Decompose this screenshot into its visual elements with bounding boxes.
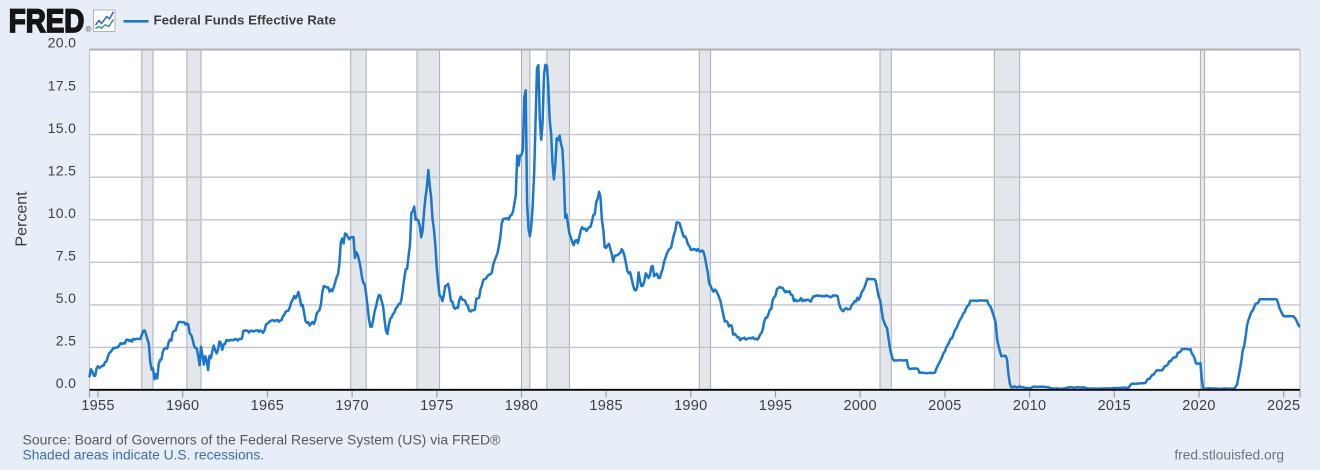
svg-text:7.5: 7.5 <box>56 248 77 264</box>
svg-text:10.0: 10.0 <box>48 205 77 221</box>
svg-text:20.0: 20.0 <box>48 35 77 51</box>
svg-text:1990: 1990 <box>674 398 707 414</box>
svg-text:2025: 2025 <box>1267 398 1300 414</box>
svg-text:2010: 2010 <box>1013 398 1046 414</box>
svg-text:FRED: FRED <box>9 3 85 39</box>
svg-text:Percent: Percent <box>14 191 31 247</box>
svg-text:1995: 1995 <box>759 398 792 414</box>
svg-text:1980: 1980 <box>505 398 538 414</box>
svg-text:1955: 1955 <box>81 398 114 414</box>
svg-text:1960: 1960 <box>166 398 199 414</box>
svg-text:1970: 1970 <box>335 398 368 414</box>
svg-text:1975: 1975 <box>420 398 453 414</box>
svg-text:2000: 2000 <box>843 398 876 414</box>
svg-text:15.0: 15.0 <box>48 120 77 136</box>
svg-text:2020: 2020 <box>1182 398 1215 414</box>
svg-text:2005: 2005 <box>928 398 961 414</box>
svg-text:0.0: 0.0 <box>56 375 77 391</box>
svg-text:5.0: 5.0 <box>56 290 77 306</box>
svg-text:Source: Board of Governors of: Source: Board of Governors of the Federa… <box>23 432 502 448</box>
svg-text:2.5: 2.5 <box>56 333 77 349</box>
svg-text:2015: 2015 <box>1098 398 1131 414</box>
svg-text:1965: 1965 <box>251 398 284 414</box>
svg-text:Federal Funds Effective Rate: Federal Funds Effective Rate <box>154 13 337 28</box>
svg-text:1985: 1985 <box>589 398 622 414</box>
svg-text:Shaded areas indicate U.S. rec: Shaded areas indicate U.S. recessions. <box>23 448 265 463</box>
svg-text:®: ® <box>86 25 92 34</box>
svg-text:17.5: 17.5 <box>48 77 77 93</box>
svg-text:12.5: 12.5 <box>48 162 77 178</box>
svg-text:fred.stlouisfed.org: fred.stlouisfed.org <box>1174 448 1284 463</box>
